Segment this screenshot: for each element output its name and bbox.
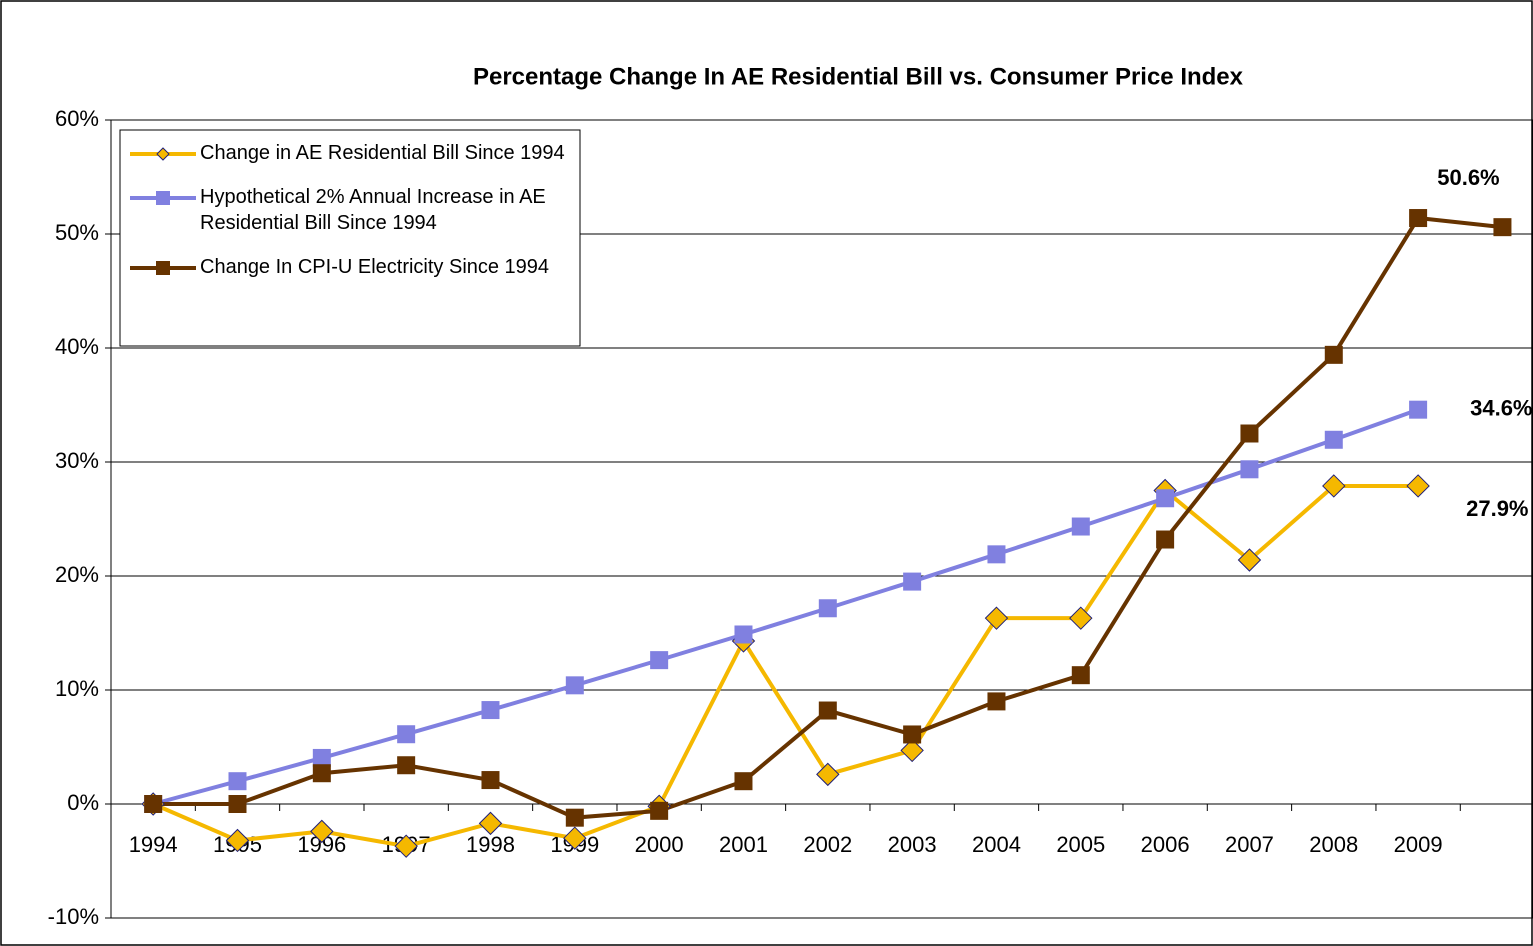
point — [903, 572, 922, 591]
chart-title: Percentage Change In AE Residential Bill… — [473, 63, 1244, 90]
point — [565, 676, 584, 695]
point — [1071, 666, 1090, 685]
series-line — [152, 483, 1419, 849]
point — [650, 651, 669, 670]
data-label: 34.6% — [1470, 395, 1532, 420]
point — [225, 828, 250, 853]
point — [312, 764, 331, 783]
point — [650, 801, 669, 820]
point — [565, 808, 584, 827]
point — [816, 762, 840, 787]
point — [818, 701, 837, 720]
y-tick-label: -10% — [48, 904, 99, 929]
legend-marker — [156, 191, 170, 205]
x-tick-label: 2006 — [1141, 832, 1190, 857]
point — [397, 725, 416, 744]
point — [144, 795, 163, 813]
point — [1071, 517, 1090, 536]
x-tick-label: 2008 — [1309, 832, 1358, 857]
point — [1493, 218, 1512, 237]
point — [310, 819, 334, 844]
legend-label-line: Hypothetical 2% Annual Increase in AE — [200, 186, 546, 208]
data-label: 50.6% — [1437, 165, 1499, 190]
point — [900, 738, 924, 763]
x-tick-label: 2004 — [972, 832, 1021, 857]
point — [1237, 548, 1262, 572]
point — [987, 692, 1006, 711]
legend-label-line: Residential Bill Since 1994 — [200, 212, 437, 234]
point — [481, 701, 500, 720]
point — [312, 748, 331, 767]
y-tick-label: 30% — [55, 448, 99, 473]
x-tick-label: 1994 — [129, 832, 178, 857]
x-tick-label: 2002 — [803, 832, 852, 857]
legend-label: Change In CPI-U Electricity Since 1994 — [200, 256, 549, 278]
y-tick-label: 10% — [55, 676, 99, 701]
point — [818, 599, 837, 618]
legend-box — [119, 129, 581, 347]
point — [734, 772, 753, 791]
point — [1324, 345, 1343, 364]
x-tick-label: 2007 — [1225, 832, 1274, 857]
point — [228, 795, 247, 813]
legend-label: Change in AE Residential Bill Since 1994 — [200, 142, 565, 164]
point — [478, 811, 503, 836]
x-tick-label: 2001 — [719, 832, 768, 857]
point — [984, 606, 1009, 630]
point — [1240, 460, 1259, 479]
y-tick-label: 40% — [55, 334, 99, 359]
data-label: 27.9% — [1466, 496, 1528, 521]
y-tick-label: 20% — [55, 562, 99, 587]
y-tick-label: 0% — [67, 790, 99, 815]
x-tick-label: 1998 — [466, 832, 515, 857]
point — [1406, 474, 1430, 498]
point — [1156, 530, 1175, 549]
legend-label: Hypothetical 2% Annual Increase in AE Res… — [200, 186, 546, 234]
x-tick-label: 2005 — [1056, 832, 1105, 857]
x-tick-label: 2009 — [1394, 832, 1443, 857]
y-tick-label: 50% — [55, 220, 99, 245]
legend: Change in AE Residential Bill Since 1994… — [119, 129, 581, 347]
point — [734, 625, 753, 644]
legend-marker — [156, 261, 170, 275]
point — [481, 771, 500, 790]
point — [228, 772, 247, 791]
point — [1324, 430, 1343, 449]
point — [1409, 209, 1428, 228]
legend-marker — [156, 147, 170, 161]
point — [1156, 489, 1175, 508]
point — [1322, 474, 1346, 498]
point — [903, 725, 922, 744]
legend-label-line: Change In CPI-U Electricity Since 1994 — [200, 256, 549, 278]
y-tick-label: 60% — [55, 106, 99, 131]
point — [394, 834, 418, 858]
legend-label-line: Change in AE Residential Bill Since 1994 — [200, 142, 565, 164]
x-tick-label: 2000 — [635, 832, 684, 857]
point — [563, 826, 587, 850]
point — [987, 545, 1006, 564]
point — [1069, 606, 1093, 630]
point — [397, 756, 416, 775]
point — [1409, 400, 1428, 419]
x-tick-label: 2003 — [888, 832, 937, 857]
point — [1240, 424, 1259, 443]
